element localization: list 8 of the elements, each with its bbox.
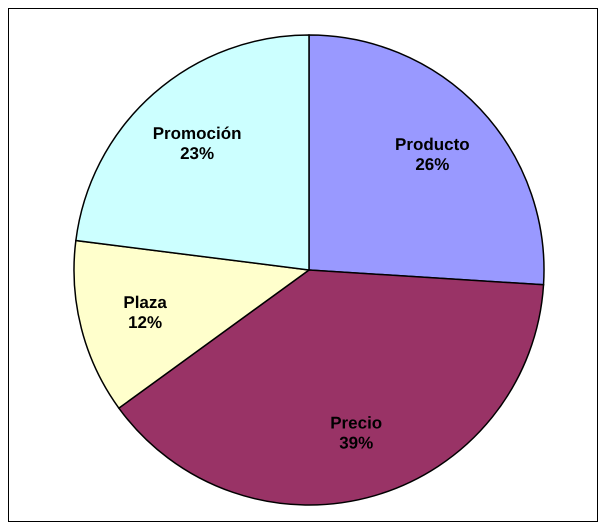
data-label: 39%: [339, 433, 374, 452]
data-label: 26%: [415, 155, 450, 174]
data-label: 12%: [128, 313, 162, 332]
slice-label: Producto: [395, 135, 470, 154]
data-label: 23%: [180, 144, 214, 164]
slice-label: Plaza: [123, 293, 168, 312]
slice-label: Precio: [330, 413, 382, 432]
slice-label: Promoción: [152, 124, 242, 144]
